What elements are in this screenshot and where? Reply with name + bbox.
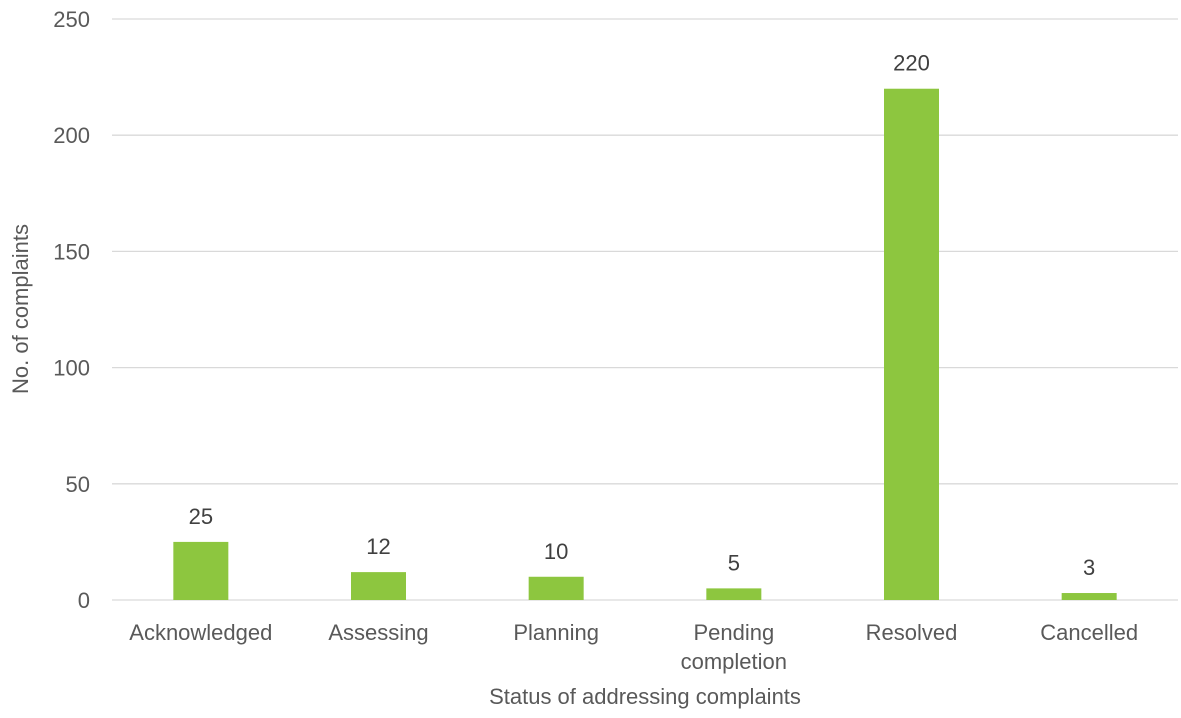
x-category-label: Resolved <box>866 620 958 645</box>
bars <box>173 88 1117 600</box>
y-tick-label: 150 <box>53 239 90 264</box>
y-axis-title: No. of complaints <box>8 224 33 394</box>
bar <box>528 576 584 600</box>
x-category-label: Assessing <box>328 620 428 645</box>
bar <box>1061 593 1117 600</box>
data-label: 10 <box>544 539 568 564</box>
data-labels: 25 12 10 5 220 3 <box>189 51 1096 580</box>
bar <box>351 572 406 600</box>
bar <box>706 588 762 600</box>
x-category-label: completion <box>681 649 787 674</box>
y-tick-label: 200 <box>53 123 90 148</box>
x-category-label: Cancelled <box>1040 620 1138 645</box>
data-label: 12 <box>366 534 390 559</box>
y-tick-label: 250 <box>53 7 90 32</box>
x-category-label: Pending <box>693 620 774 645</box>
bar <box>173 541 229 600</box>
x-category-label: Planning <box>513 620 599 645</box>
y-tick-label: 0 <box>78 588 90 613</box>
data-label: 3 <box>1083 555 1095 580</box>
x-category-label: Acknowledged <box>129 620 272 645</box>
data-label: 25 <box>189 504 213 529</box>
data-label: 5 <box>728 550 740 575</box>
y-axis-ticks: 0 50 100 150 200 250 <box>53 7 90 613</box>
data-label: 220 <box>893 51 930 76</box>
y-tick-label: 100 <box>53 356 90 381</box>
gridlines <box>112 18 1178 601</box>
x-axis-categories: Acknowledged Assessing Planning Pending comp… <box>129 620 1138 674</box>
y-tick-label: 50 <box>66 472 90 497</box>
bar <box>884 88 939 600</box>
x-axis-title: Status of addressing complaints <box>489 684 801 709</box>
